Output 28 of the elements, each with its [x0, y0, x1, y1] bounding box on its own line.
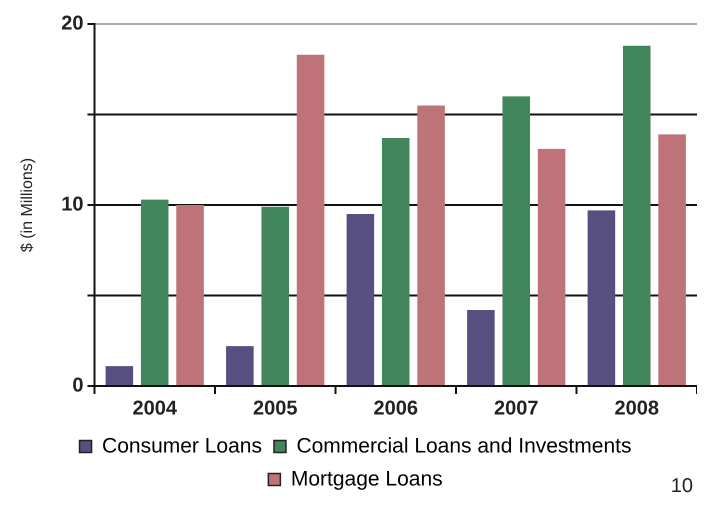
bar — [588, 210, 616, 385]
bar — [261, 206, 289, 385]
x-tick-label: 2006 — [373, 398, 418, 420]
x-tick-label: 2008 — [614, 398, 659, 420]
x-tick-label: 2007 — [494, 398, 538, 420]
legend-label: Consumer Loans — [102, 434, 262, 458]
bar — [346, 214, 374, 385]
bar — [502, 96, 530, 385]
bar — [658, 134, 686, 385]
bar — [622, 46, 651, 385]
y-tick-label: 0 — [72, 374, 84, 397]
bar — [106, 366, 134, 385]
bar — [382, 138, 410, 385]
x-tick-label: 2004 — [132, 398, 178, 420]
y-tick-label: 10 — [61, 194, 84, 216]
bar — [467, 310, 495, 385]
bar — [296, 54, 324, 385]
bar — [226, 346, 254, 385]
x-tick-label: 2005 — [252, 398, 298, 420]
bar — [176, 205, 204, 385]
y-tick-label: 20 — [61, 12, 84, 35]
text: 10 — [670, 475, 693, 498]
bar — [417, 105, 445, 385]
bar — [538, 148, 566, 385]
y-axis-title: $ (in Millions) — [19, 158, 36, 252]
bar — [140, 200, 168, 385]
legend-label: Mortgage Loans — [290, 467, 443, 490]
legend-label: Commercial Loans and Investments — [296, 434, 632, 458]
